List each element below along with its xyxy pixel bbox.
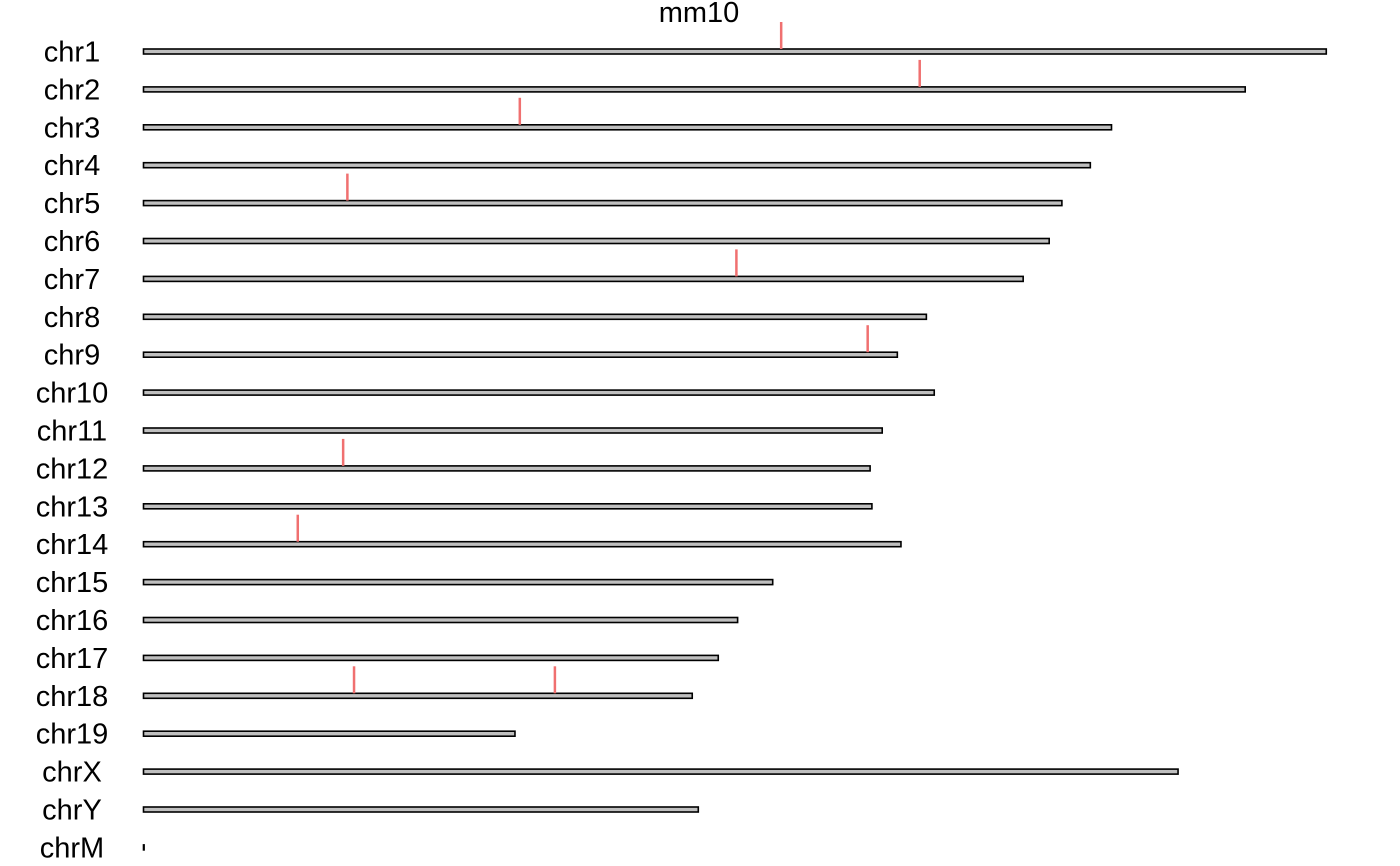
chromosome-label-chr19: chr19	[36, 719, 109, 751]
chromosome-label-chr18: chr18	[36, 681, 109, 713]
chromosome-label-chr17: chr17	[36, 643, 109, 675]
chromosome-label-chr3: chr3	[44, 112, 100, 144]
chromosome-bar-chr9	[142, 351, 899, 359]
chromosome-bar-chr13	[142, 502, 873, 510]
chromosome-bar-chr6	[142, 237, 1050, 245]
chromosome-bar-chrX	[142, 768, 1179, 775]
chromosome-label-chr7: chr7	[44, 264, 100, 296]
chromosome-rows: chr1 chr2 chr3 chr4 chr5 chr6 chr7 chr8 chr9 chr1…	[36, 37, 1328, 864]
chromosome-label-chr6: chr6	[44, 226, 100, 258]
chromosome-bar-chr17	[142, 654, 720, 662]
chromosome-label-chr11: chr11	[37, 416, 107, 448]
chromosome-label-chr16: chr16	[36, 605, 109, 637]
chromosome-label-chr2: chr2	[44, 74, 100, 106]
chromosome-bar-chr10	[142, 389, 936, 396]
chromosome-bar-chr7	[142, 275, 1024, 283]
chromosome-bar-chr14	[142, 540, 902, 548]
chromosome-label-chr5: chr5	[44, 188, 100, 220]
chromosome-bar-chr3	[142, 124, 1113, 131]
chromosome-bar-chr12	[142, 465, 871, 472]
chromosome-bar-chr18	[142, 692, 694, 700]
chromosome-label-chr1: chr1	[44, 37, 100, 69]
chromosome-bar-chr19	[142, 730, 516, 738]
chromosome-bar-chrM	[142, 844, 145, 851]
chromosome-bar-chr1	[142, 48, 1328, 55]
chromosome-bar-chr8	[142, 313, 928, 321]
chart-title: mm10	[659, 0, 740, 29]
chromosome-label-chr13: chr13	[36, 491, 109, 523]
chromosome-bar-chrY	[142, 806, 700, 813]
chromosome-label-chr12: chr12	[36, 453, 109, 485]
chromosome-bar-chr2	[142, 86, 1247, 93]
chromosome-label-chr10: chr10	[36, 378, 109, 410]
chromosome-bar-chr11	[142, 427, 884, 434]
chromosome-bar-chr16	[142, 616, 739, 624]
chromosome-label-chr4: chr4	[44, 150, 100, 182]
chromosome-label-chrM: chrM	[40, 832, 104, 864]
chromosome-label-chrY: chrY	[42, 795, 102, 827]
chromosome-label-chr14: chr14	[36, 529, 109, 561]
chromosome-label-chr9: chr9	[44, 340, 100, 372]
chromosome-label-chr8: chr8	[44, 302, 100, 334]
feature-markers	[296, 22, 921, 694]
chromosome-bar-chr4	[142, 161, 1092, 169]
chromosome-bar-chr15	[142, 578, 774, 586]
chromosome-label-chrX: chrX	[42, 757, 102, 789]
chromosome-label-chr15: chr15	[36, 567, 109, 599]
chromosome-bar-chr5	[142, 199, 1063, 207]
